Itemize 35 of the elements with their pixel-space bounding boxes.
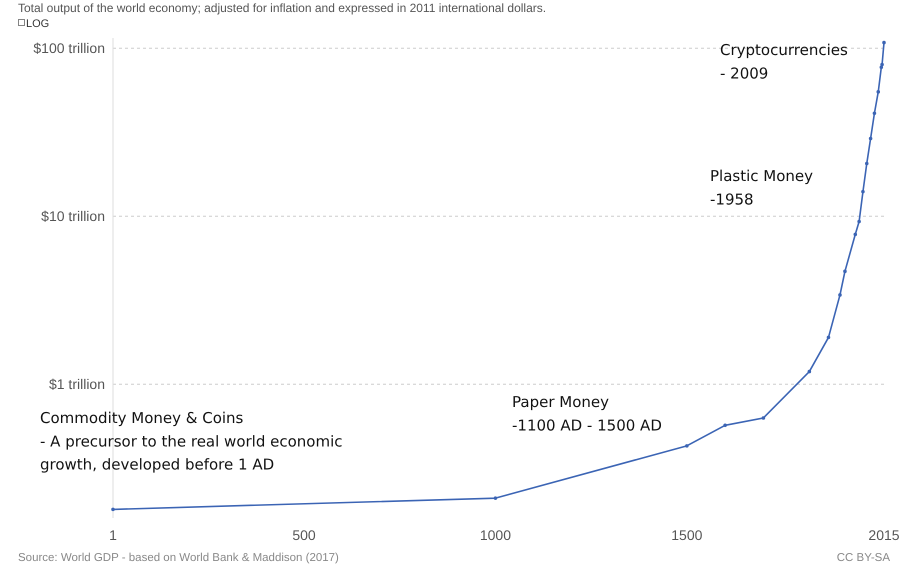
point — [723, 424, 727, 428]
point — [838, 293, 842, 297]
point — [882, 40, 886, 44]
x-tick-label: 1 — [109, 527, 118, 543]
point — [861, 190, 865, 194]
annotation: Plastic Money -1958 — [710, 167, 814, 208]
x-tick-label: 500 — [292, 527, 316, 543]
point — [685, 444, 689, 448]
y-tick-label: $10 trillion — [41, 208, 105, 224]
annotation: Cryptocurrencies - 2009 — [720, 41, 848, 82]
chart-subtitle: Total output of the world economy; adjusted for inflation and expressed in 2011 international dollars. — [18, 1, 546, 15]
point — [111, 508, 115, 512]
point — [864, 162, 869, 166]
point — [843, 270, 847, 274]
y-tick-label: $1 trillion — [48, 376, 105, 392]
text: LOG — [26, 18, 50, 30]
source-note: Source: World GDP - based on World Bank & Maddison (2017) — [18, 552, 340, 564]
point — [876, 90, 880, 94]
x-tick-label: 1000 — [480, 527, 512, 543]
x-tick-label: 2015 — [868, 527, 900, 543]
point — [872, 111, 876, 116]
y-tick-label: $100 trillion — [33, 40, 105, 56]
annotation: Paper Money -1100 AD - 1500 AD — [512, 393, 662, 434]
point — [808, 370, 812, 374]
point — [826, 336, 830, 340]
point — [494, 496, 498, 500]
point — [880, 62, 884, 66]
point — [762, 416, 766, 420]
point — [854, 232, 858, 236]
annotation: Commodity Money & Coins - A precursor to the real world economic growth, developed before 1 AD — [40, 409, 342, 474]
point — [857, 220, 861, 224]
point — [868, 136, 872, 140]
point — [880, 65, 884, 70]
x-tick-label: 1500 — [671, 527, 703, 543]
text: CC BY-SA — [836, 552, 890, 564]
